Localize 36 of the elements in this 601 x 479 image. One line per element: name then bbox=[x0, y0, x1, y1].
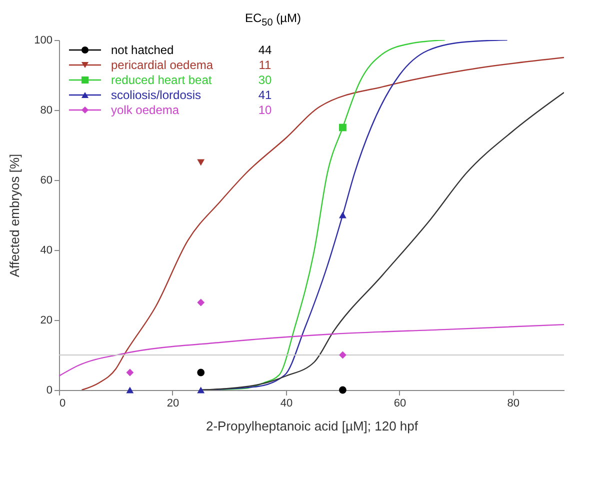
point bbox=[126, 368, 134, 376]
point bbox=[339, 386, 346, 394]
legend-label: scoliosis/lordosis bbox=[111, 88, 202, 102]
annotation: 30 bbox=[258, 73, 272, 87]
y-tick-label: 20 bbox=[40, 314, 52, 326]
point bbox=[197, 159, 205, 166]
point bbox=[197, 298, 205, 306]
annotation: 11 bbox=[258, 58, 272, 72]
point bbox=[339, 212, 346, 218]
x-tick-label: 0 bbox=[60, 398, 66, 410]
annotation: 41 bbox=[258, 88, 272, 102]
legend-label: not hatched bbox=[111, 43, 174, 57]
legend-label: yolk oedema bbox=[111, 103, 180, 117]
y-tick-label: 40 bbox=[40, 244, 52, 256]
line-series bbox=[59, 324, 564, 377]
point bbox=[197, 386, 205, 394]
legend-label: pericardial oedema bbox=[111, 58, 214, 72]
x-axis-title: 2-Propylheptanoic acid [µM]; 120 hpf bbox=[206, 418, 418, 434]
x-tick-label: 40 bbox=[280, 398, 293, 410]
point bbox=[197, 368, 205, 376]
y-tick-label: 0 bbox=[46, 384, 52, 396]
y-tick-label: 100 bbox=[34, 34, 52, 46]
point bbox=[126, 386, 134, 394]
ec50-header: EC$_{50}$ (µM) bbox=[245, 11, 302, 30]
point bbox=[339, 124, 346, 132]
legend-label: reduced heart beat bbox=[111, 73, 212, 87]
x-tick-label: 20 bbox=[166, 398, 180, 410]
x-tick-label: 80 bbox=[507, 398, 520, 410]
annotation: 44 bbox=[258, 43, 272, 57]
point bbox=[339, 351, 346, 359]
y-tick-label: 60 bbox=[40, 174, 52, 186]
line-series bbox=[81, 56, 564, 390]
x-tick-label: 60 bbox=[394, 398, 406, 410]
y-axis-title: Affected embryos [%] bbox=[7, 154, 22, 278]
annotation: 10 bbox=[258, 103, 272, 117]
y-tick-label: 80 bbox=[40, 104, 52, 116]
